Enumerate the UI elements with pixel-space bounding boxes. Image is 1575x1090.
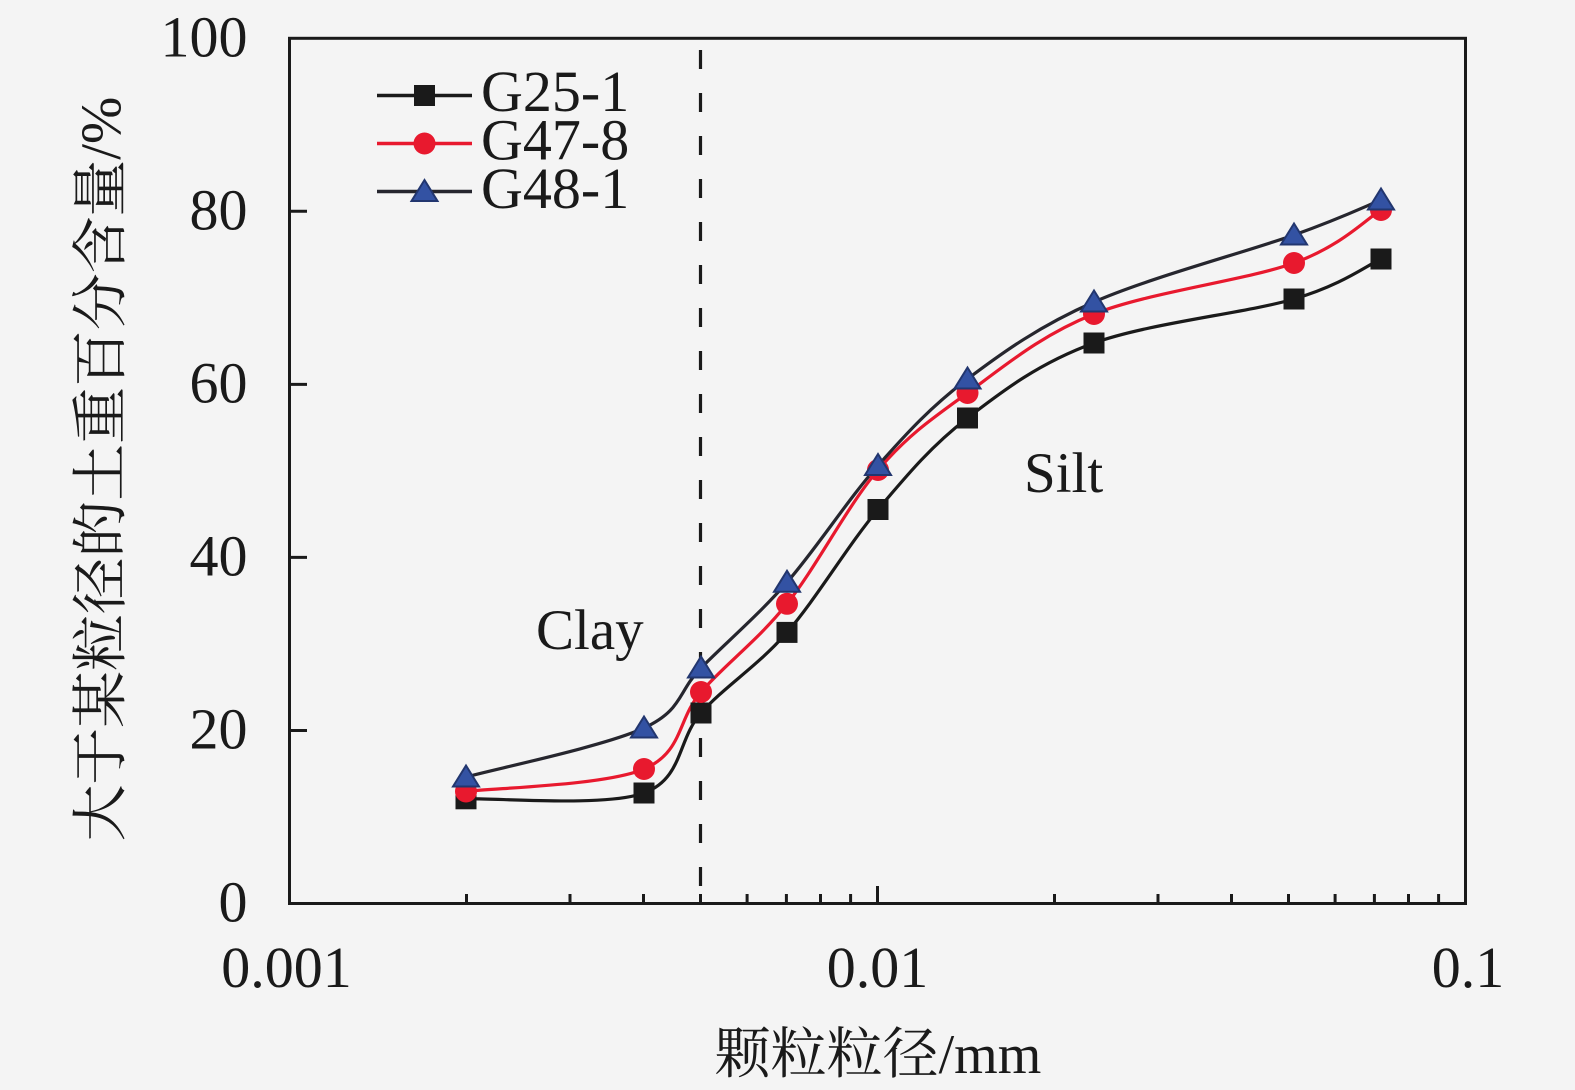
- svg-text:/mm: /mm: [939, 1024, 1042, 1086]
- svg-text:40: 40: [190, 523, 248, 588]
- svg-text:Clay: Clay: [536, 599, 644, 662]
- svg-text:G48-1: G48-1: [481, 156, 629, 221]
- svg-text:60: 60: [190, 350, 248, 415]
- svg-text:Silt: Silt: [1024, 442, 1103, 505]
- svg-text:G25-1: G25-1: [481, 59, 629, 124]
- svg-text:G47-8: G47-8: [481, 108, 629, 173]
- svg-text:20: 20: [190, 697, 248, 762]
- svg-text:0.001: 0.001: [221, 935, 352, 1000]
- svg-text:/%: /%: [70, 97, 133, 160]
- svg-text:80: 80: [190, 177, 248, 242]
- svg-text:0.01: 0.01: [827, 935, 929, 1000]
- svg-text:0: 0: [219, 870, 248, 935]
- svg-text:0.1: 0.1: [1432, 935, 1505, 1000]
- svg-text:100: 100: [161, 4, 248, 69]
